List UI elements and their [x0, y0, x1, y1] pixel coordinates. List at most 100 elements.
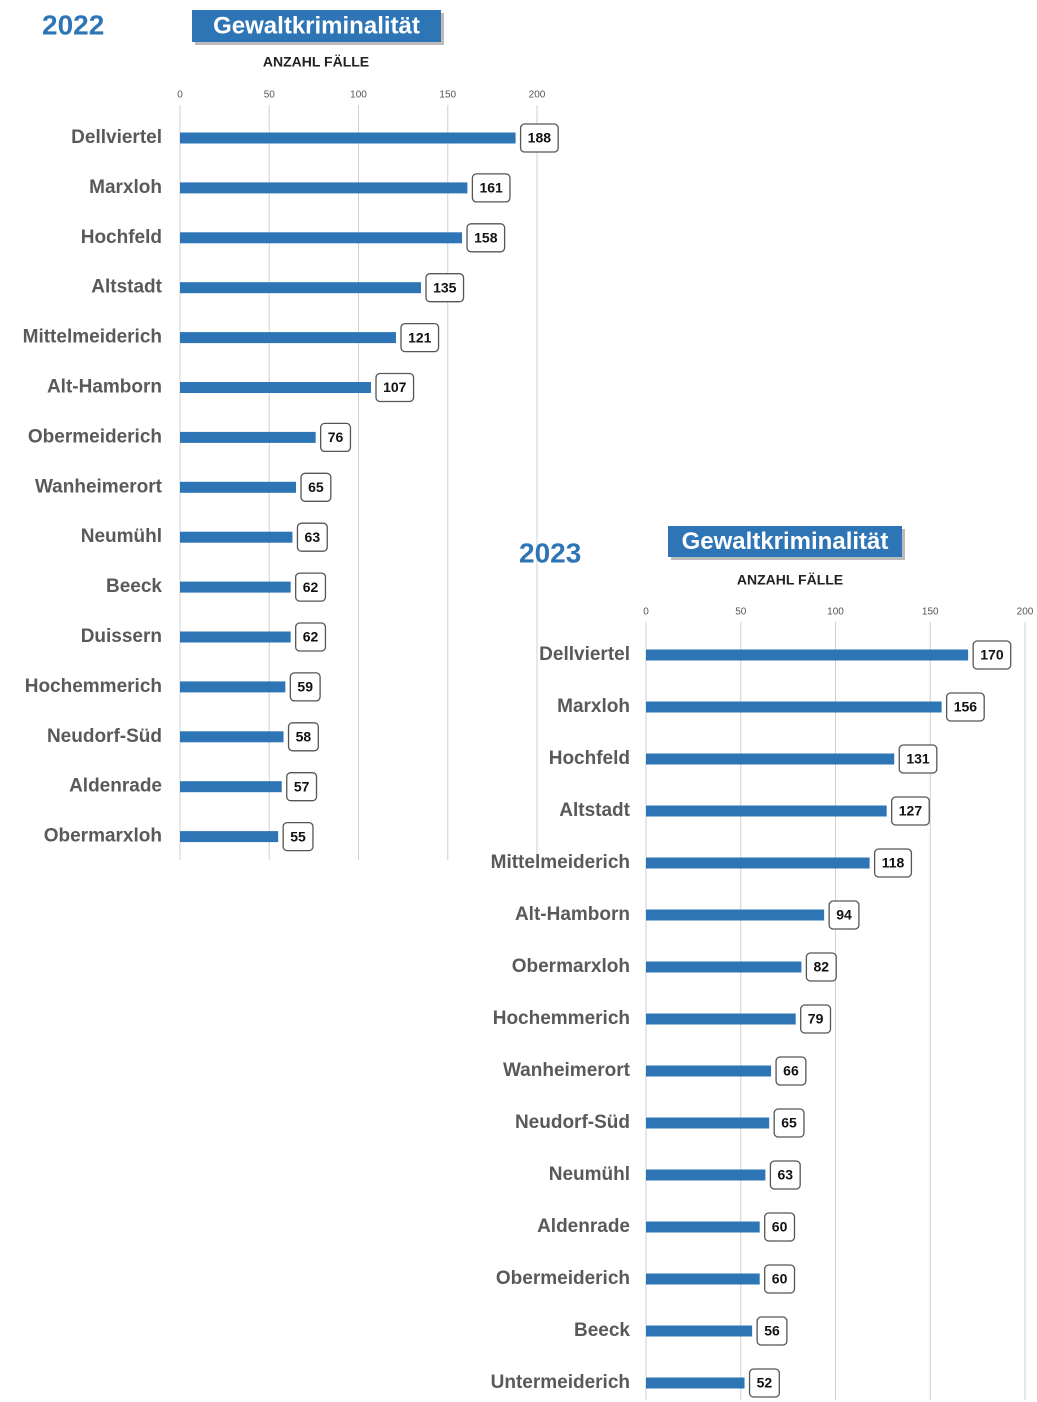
- data-label: 59: [297, 679, 313, 695]
- data-label-box: [773, 1108, 805, 1138]
- category-label: Mittelmeiderich: [23, 327, 162, 348]
- bar: [646, 1377, 745, 1389]
- data-label: 52: [757, 1375, 773, 1391]
- bar: [180, 332, 396, 344]
- data-label: 55: [290, 828, 306, 844]
- axis-label: ANZAHL FÄLLE: [263, 54, 369, 70]
- bar: [646, 1065, 772, 1077]
- x-tick-label: 200: [529, 90, 546, 101]
- category-label: Hochemmerich: [25, 676, 162, 697]
- bar: [180, 731, 284, 743]
- data-label: 188: [528, 130, 552, 146]
- data-label: 62: [303, 629, 319, 645]
- bar: [180, 781, 282, 793]
- category-label: Aldenrade: [537, 1216, 630, 1237]
- bar: [646, 805, 887, 817]
- category-label: Wanheimerort: [35, 476, 163, 497]
- data-label-box: [748, 1368, 780, 1398]
- data-label: 56: [764, 1323, 780, 1339]
- category-label: Beeck: [574, 1320, 630, 1341]
- data-label-box: [466, 223, 506, 253]
- bar: [180, 681, 286, 693]
- data-label: 63: [777, 1167, 793, 1183]
- category-label: Alt-Hamborn: [47, 377, 162, 398]
- data-label-box: [425, 273, 465, 303]
- data-label-box: [945, 692, 985, 722]
- data-label-box: [769, 1160, 801, 1190]
- data-label: 82: [813, 959, 829, 975]
- bar: [646, 857, 870, 869]
- data-label-box: [295, 572, 327, 602]
- category-label: Neudorf-Süd: [47, 726, 162, 747]
- data-label: 65: [781, 1115, 797, 1131]
- category-label: Mittelmeiderich: [491, 852, 630, 873]
- category-label: Alt-Hamborn: [515, 904, 630, 925]
- data-label-box: [295, 622, 327, 652]
- title-box: [192, 10, 441, 42]
- bar: [646, 1117, 770, 1129]
- data-label: 66: [783, 1063, 799, 1079]
- x-tick-label: 200: [1017, 607, 1034, 618]
- category-label: Altstadt: [91, 277, 162, 298]
- bar: [180, 282, 421, 294]
- data-label: 62: [303, 579, 319, 595]
- data-label: 63: [305, 529, 321, 545]
- data-label-box: [805, 952, 837, 982]
- bar: [646, 753, 895, 765]
- x-tick-label: 150: [439, 90, 456, 101]
- chart-title: Gewaltkriminalität: [213, 12, 420, 39]
- data-label-box: [471, 173, 511, 203]
- data-label-box: [282, 821, 314, 852]
- bar: [646, 961, 802, 973]
- data-label-box: [898, 744, 938, 774]
- data-label: 58: [296, 729, 312, 745]
- data-label: 94: [836, 907, 852, 923]
- data-label: 158: [474, 230, 498, 246]
- data-label-box: [320, 422, 352, 453]
- data-label-box: [375, 372, 415, 403]
- bar: [646, 1325, 753, 1337]
- data-label-box: [764, 1212, 796, 1242]
- x-tick-label: 50: [735, 607, 747, 618]
- data-label-box: [800, 1004, 832, 1034]
- data-label-box: [828, 900, 860, 930]
- year-label: 2022: [42, 9, 104, 40]
- data-label-box: [764, 1264, 796, 1294]
- data-label-box: [891, 796, 930, 826]
- x-tick-label: 50: [264, 90, 276, 101]
- data-label: 79: [808, 1011, 824, 1027]
- category-label: Obermarxloh: [512, 956, 630, 977]
- category-label: Marxloh: [557, 696, 630, 717]
- bar: [646, 1273, 760, 1285]
- bar: [646, 1221, 760, 1233]
- bar: [180, 182, 468, 194]
- x-tick-label: 100: [827, 607, 844, 618]
- bar: [180, 481, 297, 493]
- category-label: Wanheimerort: [503, 1060, 631, 1081]
- data-label: 60: [772, 1271, 788, 1287]
- data-label-box: [756, 1316, 788, 1346]
- bar: [180, 831, 279, 843]
- x-tick-label: 100: [350, 90, 367, 101]
- bar: [646, 649, 969, 661]
- data-label: 118: [882, 855, 905, 871]
- category-label: Untermeiderich: [491, 1372, 630, 1393]
- data-label: 60: [772, 1219, 788, 1235]
- data-label-box: [289, 672, 321, 702]
- bar: [180, 431, 316, 443]
- data-label: 65: [308, 479, 324, 495]
- category-label: Neumühl: [81, 526, 162, 547]
- chart-title: Gewaltkriminalität: [682, 528, 889, 555]
- data-label: 57: [294, 778, 310, 794]
- data-label-box: [287, 722, 319, 752]
- data-label-box: [775, 1056, 807, 1086]
- bar: [180, 132, 516, 144]
- category-label: Duissern: [81, 626, 162, 647]
- category-label: Obermarxloh: [44, 826, 162, 847]
- data-label: 156: [954, 699, 978, 715]
- year-label: 2023: [519, 537, 581, 568]
- bar: [180, 232, 463, 244]
- category-label: Dellviertel: [539, 644, 630, 665]
- data-label-box: [873, 848, 913, 878]
